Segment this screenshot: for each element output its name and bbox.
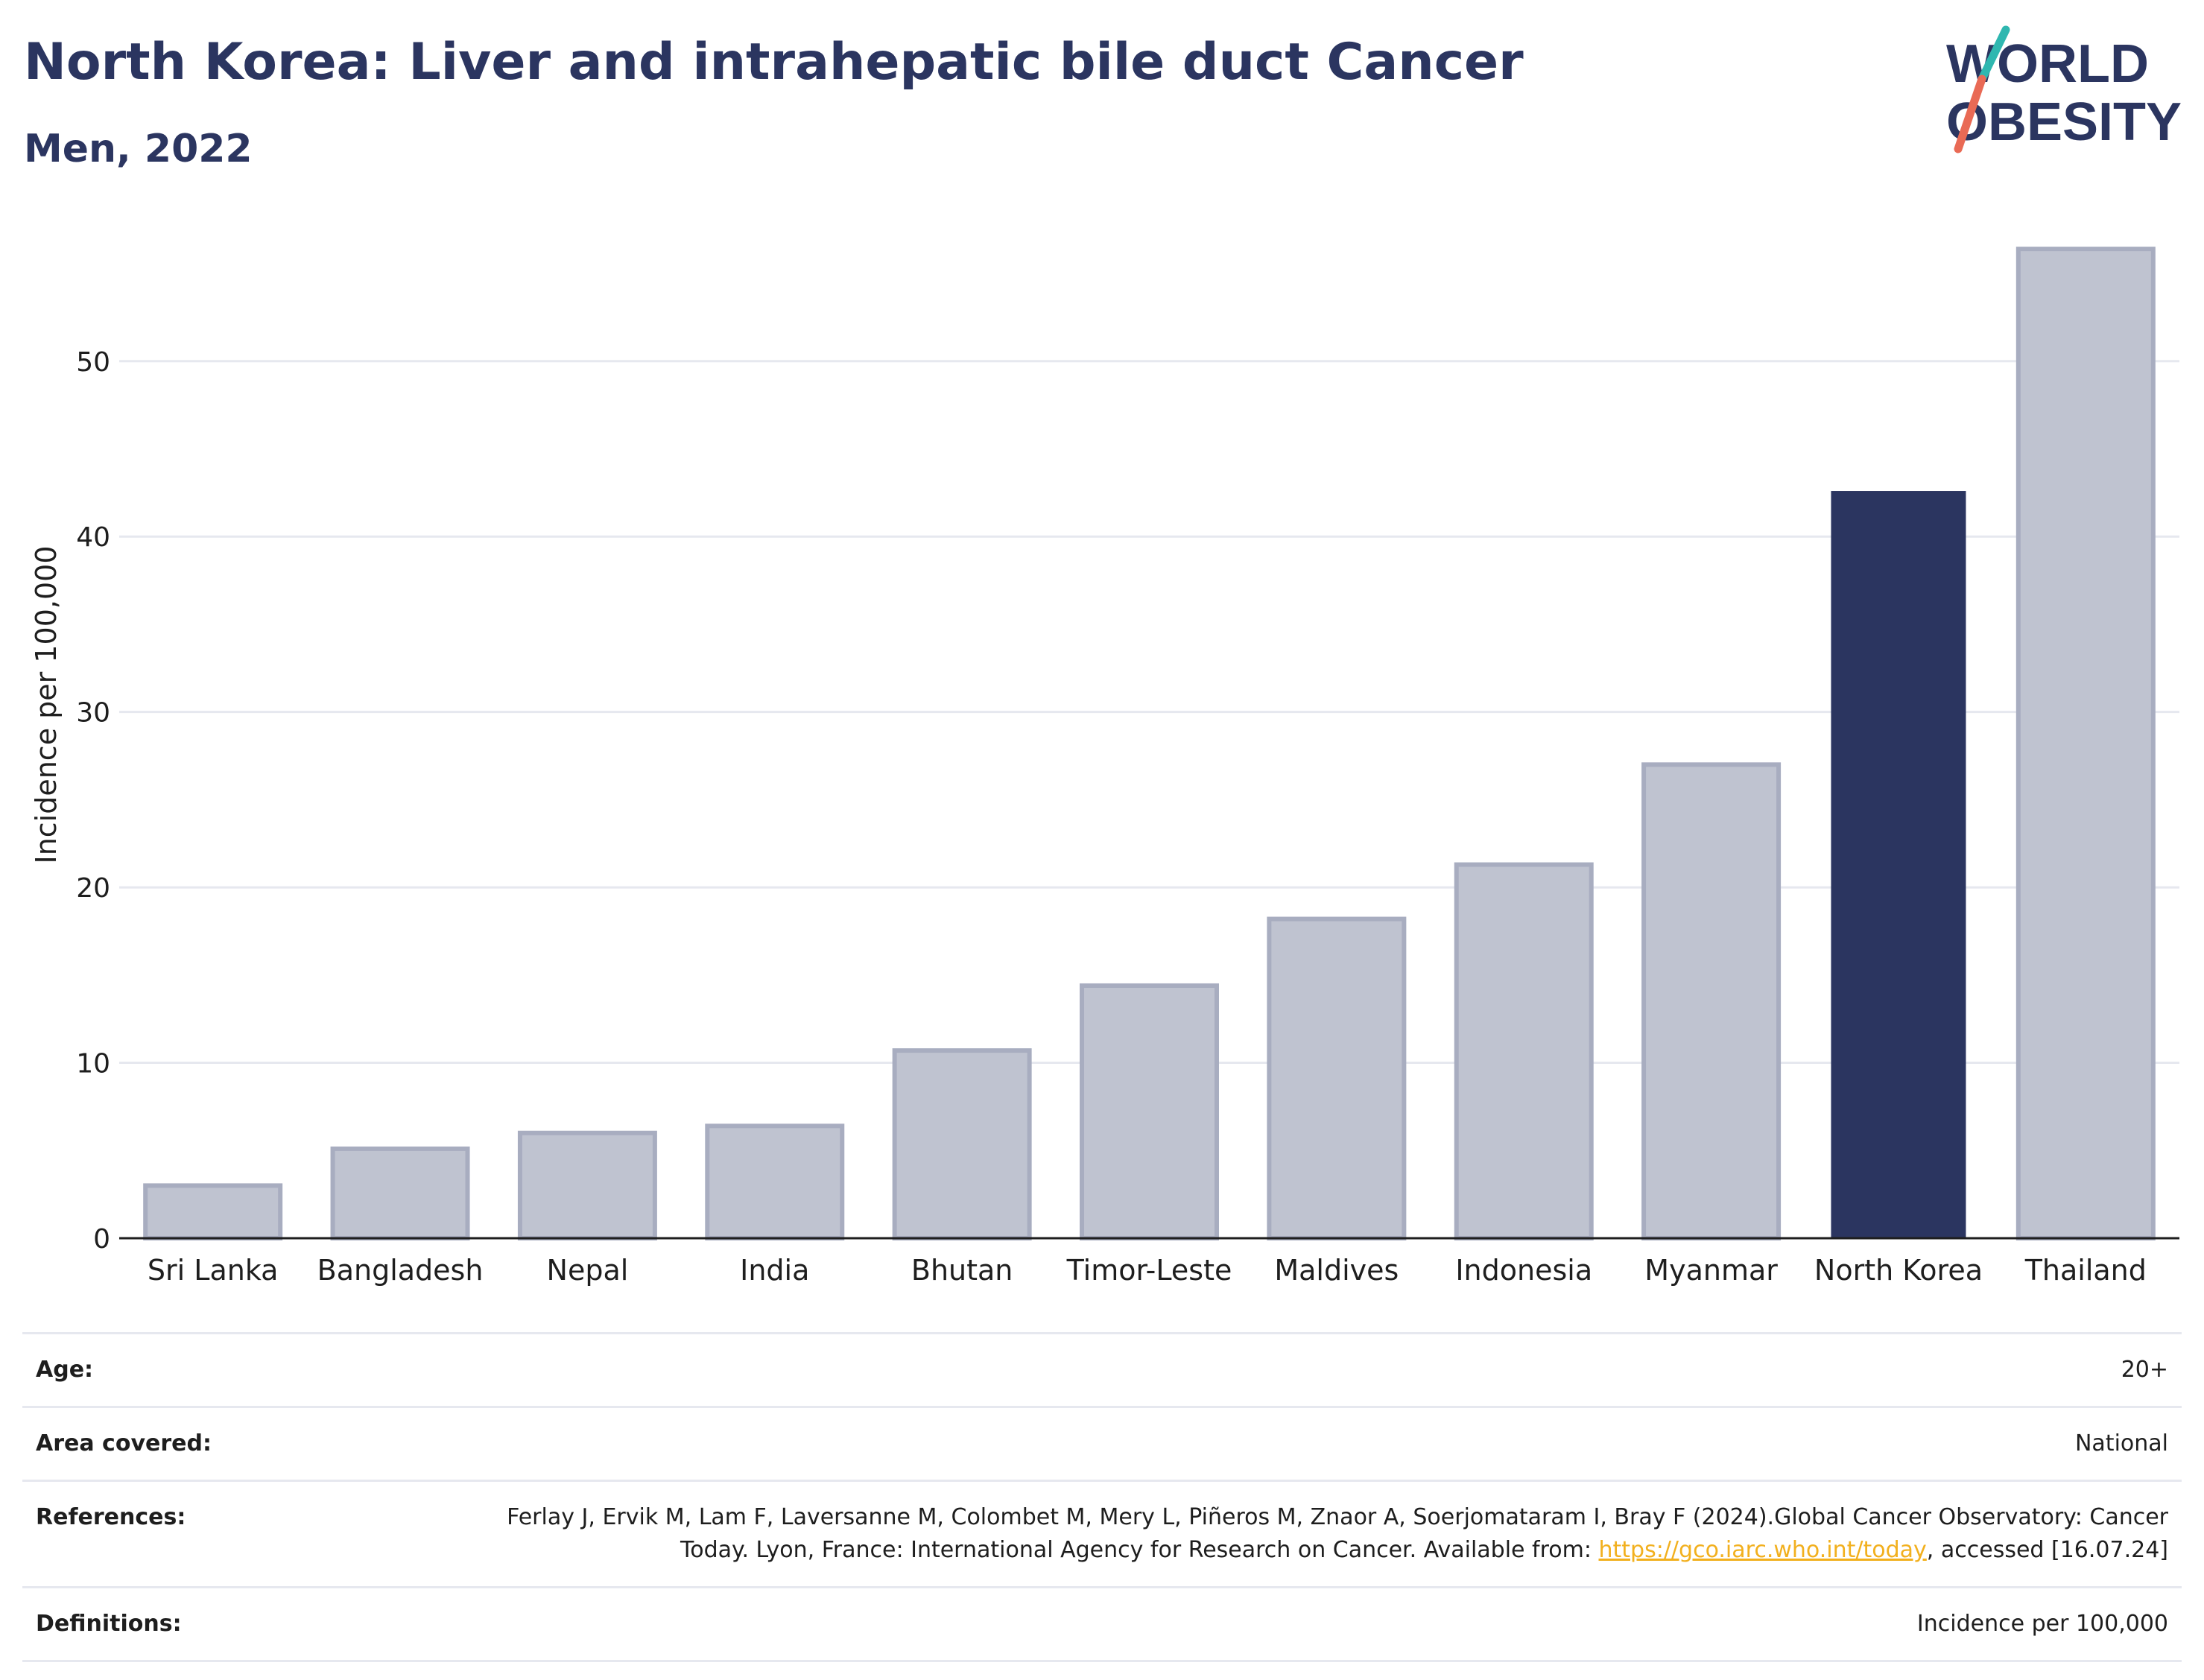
chart-subtitle: Men, 2022 — [24, 127, 253, 171]
references-link[interactable]: https://gco.iarc.who.int/today — [1598, 1537, 1927, 1563]
x-tick-label: Myanmar — [1644, 1254, 1778, 1287]
y-axis-label: Incidence per 100,000 — [30, 545, 63, 863]
bar-bhutan — [892, 1048, 1032, 1240]
definitions-value: Incidence per 100,000 — [1916, 1611, 2168, 1637]
bar-india — [705, 1123, 845, 1241]
references-text-1: Ferlay J, Ervik M, Lam F, Laversanne M, … — [507, 1504, 2168, 1563]
y-tick-label: 30 — [76, 698, 110, 729]
area-label: Area covered: — [36, 1430, 212, 1456]
y-tick-label: 20 — [76, 873, 110, 904]
chart-title: North Korea: Liver and intrahepatic bile… — [24, 33, 1524, 92]
y-tick-labels: 0 10 20 30 40 50 — [76, 347, 110, 1255]
age-label: Age: — [36, 1357, 94, 1383]
meta-row-definitions: Definitions: Incidence per 100,000 — [22, 1588, 2182, 1662]
x-tick-label: Bhutan — [911, 1254, 1013, 1287]
bar-nepal — [517, 1130, 657, 1240]
references-value: Ferlay J, Ervik M, Lam F, Laversanne M, … — [455, 1501, 2168, 1567]
references-label: References: — [36, 1504, 186, 1530]
y-tick-label: 10 — [76, 1049, 110, 1080]
bar-north-korea — [1831, 491, 1966, 1238]
definitions-label: Definitions: — [36, 1611, 182, 1637]
x-tick-label: Nepal — [547, 1254, 629, 1287]
bars — [143, 247, 2156, 1241]
meta-row-area: Area covered: National — [22, 1408, 2182, 1482]
bar-timor-leste — [1080, 983, 1219, 1240]
metadata-table: Age: 20+ Area covered: National Referenc… — [22, 1332, 2182, 1662]
x-tick-label: Bangladesh — [317, 1254, 484, 1287]
logo-slash-teal — [1977, 25, 2010, 83]
meta-row-age: Age: 20+ — [22, 1334, 2182, 1408]
bar-indonesia — [1454, 862, 1594, 1240]
bar-thailand — [2015, 247, 2156, 1240]
world-obesity-logo: WORLD OBESITY — [1946, 25, 2182, 153]
y-tick-label: 0 — [93, 1224, 110, 1255]
x-tick-label: India — [740, 1254, 809, 1287]
bar-myanmar — [1641, 762, 1782, 1240]
bar-chart: 0 10 20 30 40 50 Sri Lanka Bangladesh Nepal Indi… — [30, 247, 2179, 1287]
logo-line-2: OBESITY — [1946, 92, 2182, 152]
y-tick-label: 50 — [76, 347, 110, 378]
meta-row-references: References: Ferlay J, Ervik M, Lam F, La… — [22, 1482, 2182, 1588]
x-tick-label: Timor-Leste — [1066, 1254, 1232, 1287]
bar-sri-lanka — [143, 1183, 283, 1240]
area-value: National — [2074, 1430, 2168, 1456]
y-tick-label: 40 — [76, 522, 110, 553]
age-value: 20+ — [2121, 1357, 2168, 1383]
references-text-2: , accessed [16.07.24] — [1926, 1537, 2168, 1563]
bar-maldives — [1267, 916, 1407, 1240]
x-tick-labels: Sri Lanka Bangladesh Nepal India Bhutan Timor… — [148, 1254, 2147, 1287]
x-tick-label: Indonesia — [1455, 1254, 1592, 1287]
x-tick-label: Thailand — [2024, 1254, 2147, 1287]
x-tick-label: North Korea — [1814, 1254, 1983, 1287]
x-tick-label: Sri Lanka — [148, 1254, 279, 1287]
bar-bangladesh — [330, 1146, 470, 1240]
logo-slash-coral — [1954, 75, 1986, 153]
x-tick-label: Maldives — [1274, 1254, 1399, 1287]
